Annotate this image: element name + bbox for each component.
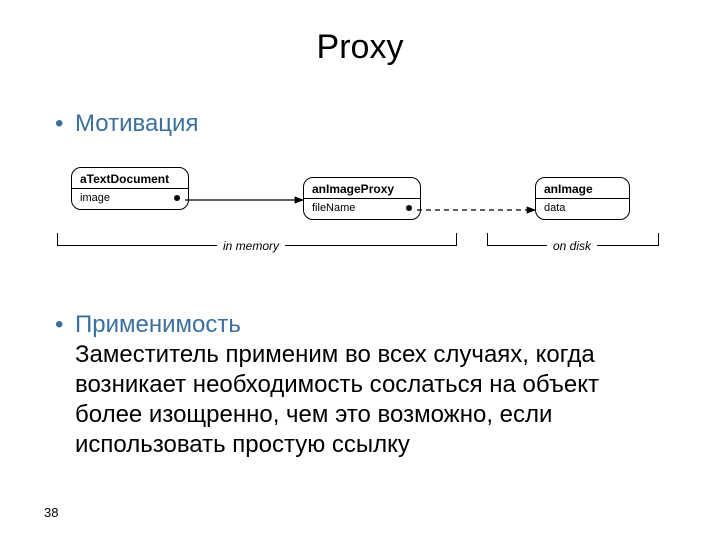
bullet-dot-icon: • [55,110,75,138]
bullet-applicability-body: Заместитель применим во всех случаях, ко… [55,340,665,460]
bullet-motivation-text: Мотивация [75,110,198,137]
object-box-image: anImage data [535,177,630,220]
bullet-applicability-head: Применимость [75,311,241,338]
slot-label: data [544,202,565,214]
slide-title: Proxy [0,28,720,67]
bullet-applicability: •Применимость Заместитель применим во вс… [55,310,665,460]
object-box-text-document: aTextDocument image [71,167,189,210]
slot-reference-dot-icon [174,195,180,201]
slide: Proxy •Мотивация aTextDocument image anI… [0,0,720,540]
bracket-label-in-memory: in memory [217,239,285,253]
proxy-object-diagram: aTextDocument image anImageProxy fileNam… [47,155,673,285]
bullet-motivation: •Мотивация [55,110,198,138]
object-name: anImage [536,178,629,199]
slot-reference-dot-icon [406,205,412,211]
bracket-label-on-disk: on disk [547,239,597,253]
page-number: 38 [44,505,58,520]
object-slot: fileName [304,199,420,219]
slot-label: fileName [312,202,355,214]
object-name: anImageProxy [304,178,420,199]
slot-label: image [80,192,110,204]
object-slot: data [536,199,629,219]
object-name: aTextDocument [72,168,188,189]
object-box-image-proxy: anImageProxy fileName [303,177,421,220]
object-slot: image [72,189,188,209]
bullet-dot-icon: • [55,310,75,340]
